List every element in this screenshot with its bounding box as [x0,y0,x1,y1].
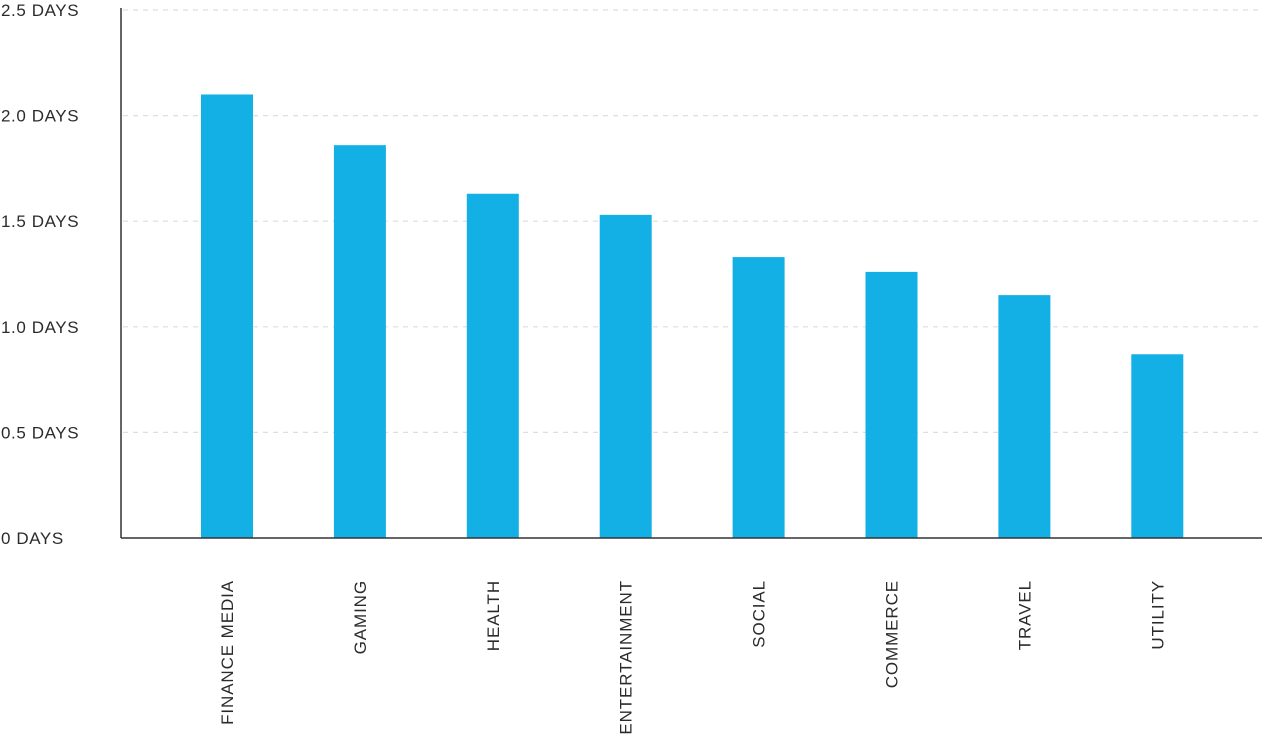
x-tick-label: UTILITY [1148,580,1167,650]
x-tick-label: SOCIAL [750,580,769,648]
y-tick-label: 2.0 DAYS [1,107,79,126]
x-tick-labels: FINANCE MEDIA GAMING HEALTH ENTERTAINMENT SO… [218,580,1167,735]
y-tick-label: 0 DAYS [1,529,64,548]
axes [120,8,1262,539]
bar [599,214,652,538]
bar [201,94,253,538]
x-tick-label: GAMING [351,580,370,654]
bars [201,94,1184,538]
bar [466,193,519,538]
bar [732,257,785,538]
y-tick-labels: 0 DAYS 0.5 DAYS 1.0 DAYS 1.5 DAYS 2.0 DAYS 2.… [1,1,79,548]
y-tick-label: 0.5 DAYS [1,423,79,442]
bar [1131,354,1184,538]
y-tick-label: 1.5 DAYS [1,212,79,231]
y-tick-label: 1.0 DAYS [1,318,79,337]
x-tick-label: FINANCE MEDIA [218,580,237,725]
x-tick-label: HEALTH [484,580,503,651]
x-tick-label: COMMERCE [883,580,902,688]
bar [865,271,918,538]
bar [333,145,386,538]
x-tick-label: TRAVEL [1015,580,1034,650]
bar [998,295,1051,538]
x-tick-label: ENTERTAINMENT [617,580,636,735]
gridlines [123,9,1262,433]
y-tick-label: 2.5 DAYS [1,1,79,20]
